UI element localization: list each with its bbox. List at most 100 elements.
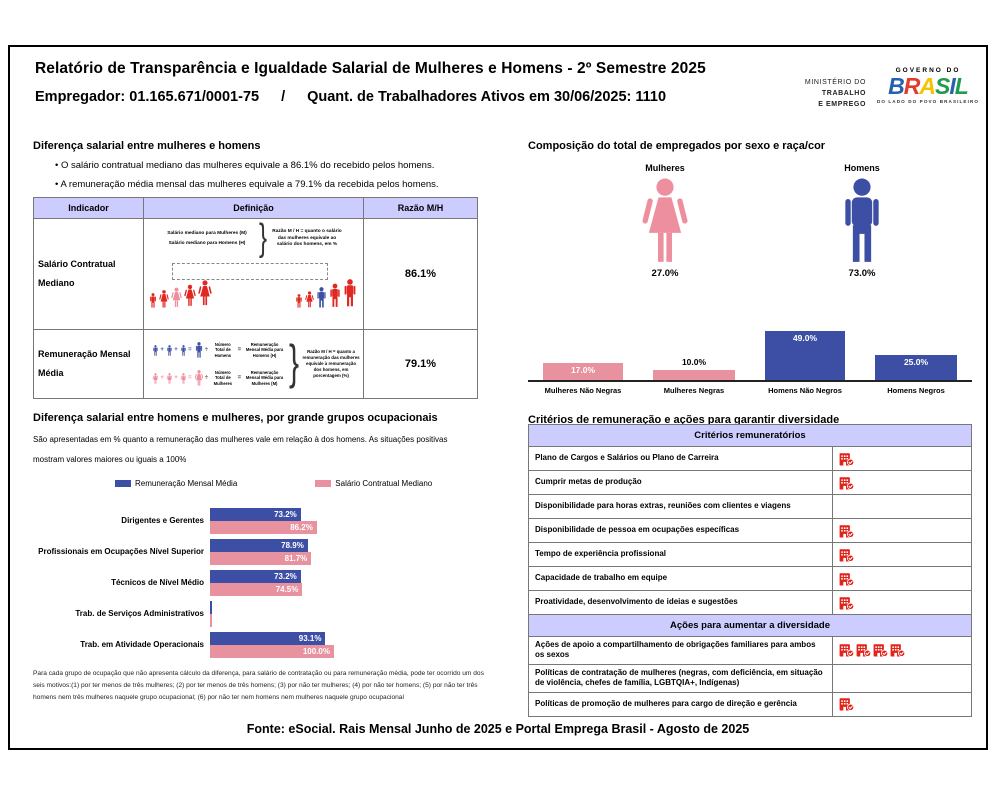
- criteria-row: Capacidade de trabalho em equipe: [529, 567, 971, 591]
- section-title-occupational: Diferença salarial entre homens e mulher…: [33, 412, 438, 424]
- bar-remuneracao: 73.2%: [210, 569, 301, 583]
- col-header-razao: Razão M/H: [397, 203, 444, 213]
- person-icon: [195, 342, 202, 358]
- bar-value-label: 10.0%: [681, 357, 707, 367]
- woman-icon: [641, 178, 689, 262]
- criteria-section-header: Ações para aumentar a diversidade: [529, 615, 971, 637]
- ministry-line: TRABALHO: [821, 90, 866, 97]
- occupation-label: Dirigentes e Gerentes: [121, 515, 204, 525]
- formula-line-man: + + = ÷ Número Total de Homens = Remuneração M…: [144, 336, 286, 364]
- person-icon: [152, 372, 159, 384]
- page-title: Relatório de Transparência e Igualdade S…: [35, 60, 706, 77]
- indicator-name: Remuneração Mensal Média: [34, 330, 144, 398]
- criteria-icons-cell: [833, 693, 971, 716]
- occupation-label: Técnicos de Nível Médio: [111, 577, 204, 587]
- occupation-label: Trab. em Atividade Operacionais: [80, 639, 204, 649]
- composition-bar: 17.0%: [543, 363, 623, 380]
- bar-remuneracao: 93.1%: [210, 631, 326, 645]
- occupation-row: Trab. em Atividade Operacionais 93.1% 100.…: [33, 629, 485, 660]
- occupational-subtitle-line: São apresentadas em % quanto a remuneraç…: [33, 435, 448, 444]
- female-pictogram-label: Mulheres: [645, 163, 685, 173]
- bar-value-label: 49.0%: [792, 333, 818, 343]
- criteria-label: Políticas de promoção de mulheres para c…: [529, 692, 833, 716]
- operator-glyph: =: [188, 347, 192, 353]
- race-composition-bar-chart: 17.0% Mulheres Não Negras 10.0% Mulheres Ne…: [528, 327, 972, 427]
- operator-glyph: +: [160, 347, 164, 353]
- ministry-logo: MINISTÉRIO DO TRABALHO E EMPREGO: [758, 77, 866, 110]
- man-icon: [845, 178, 879, 262]
- brasil-letter: L: [954, 73, 969, 99]
- criteria-icons-cell: [833, 591, 971, 614]
- indicator-table-header: Indicador Definição Razão M/H: [34, 198, 477, 219]
- bar-value-label: 78.9%: [281, 540, 304, 550]
- criteria-icons-cell: [833, 567, 971, 590]
- legend-label: Remuneração Mensal Média: [135, 479, 238, 488]
- person-icon: [184, 284, 196, 306]
- criteria-icons-cell: [833, 447, 971, 470]
- composition-bar: 25.0%: [875, 355, 957, 380]
- composition-category-label: Mulheres Não Negras: [544, 386, 622, 395]
- operator-glyph: ÷: [204, 347, 209, 353]
- bullet-mean-salary: A remuneração média mensal das mulheres …: [55, 179, 438, 190]
- women-group-figures: [149, 278, 212, 308]
- ministry-line: E EMPREGO: [818, 101, 866, 108]
- criteria-row: Proatividade, desenvolvimento de ideias …: [529, 591, 971, 615]
- criteria-section-header: Critérios remuneratórios: [529, 425, 971, 447]
- bar-value-label: 73.2%: [274, 571, 297, 581]
- table-row: Salário Contratual Mediano Salário media…: [34, 217, 477, 330]
- person-icon: [344, 279, 356, 307]
- female-percentage: 27.0%: [651, 268, 679, 279]
- occupational-subtitle-line: mostram valores maiores ou iguais a 100%: [33, 455, 187, 464]
- formula-line-woman: + + = ÷ Número Total de Mulheres = Remuneração…: [144, 364, 286, 392]
- active-workers-count: Quant. de Trabalhadores Ativos em 30/06/…: [307, 89, 667, 105]
- gov-logo-top-text: GOVERNO DO: [895, 67, 961, 74]
- divisor-label: Número Total de Mulheres: [213, 370, 233, 386]
- indicator-name: Salário Contratual Mediano: [34, 219, 144, 329]
- company-check-icon: [839, 643, 854, 657]
- criteria-row: Tempo de experiência profissional: [529, 543, 971, 567]
- person-icon: [153, 344, 158, 356]
- occupation-row: Técnicos de Nível Médio 73.2% 74.5%: [33, 567, 485, 598]
- bullet-median-salary: O salário contratual mediano das mulhere…: [55, 160, 434, 171]
- company-check-icon: [839, 596, 854, 610]
- person-icon: [198, 280, 212, 306]
- person-icon: [167, 344, 172, 356]
- brasil-letter: R: [903, 73, 921, 99]
- occupation-bars: 73.2% 74.5%: [210, 567, 485, 598]
- criteria-label: Ações de apoio a compartilhamento de obr…: [529, 637, 833, 664]
- bar-value-label: 81.7%: [284, 553, 308, 563]
- brasil-letter: I: [949, 73, 955, 99]
- operator-glyph: +: [174, 375, 178, 381]
- person-icon: [166, 372, 173, 384]
- operator-glyph: +: [160, 375, 164, 381]
- criteria-table: Critérios remuneratórios Plano de Cargos …: [528, 424, 972, 717]
- criteria-icons-cell: [833, 519, 971, 542]
- legend-item: Salário Contratual Mediano: [315, 479, 432, 488]
- gov-logo-tagline: DO LADO DO POVO BRASILEIRO: [876, 99, 980, 104]
- operator-glyph: =: [188, 375, 192, 381]
- company-check-icon: [839, 524, 854, 538]
- operator-glyph: +: [174, 347, 178, 353]
- indicator-table: Indicador Definição Razão M/H Salário Co…: [33, 197, 478, 399]
- criteria-label: Proatividade, desenvolvimento de ideias …: [529, 591, 833, 614]
- person-icon: [194, 370, 203, 386]
- section-title-criteria: Critérios de remuneração e ações para ga…: [528, 414, 840, 426]
- operator-glyph: =: [237, 375, 242, 381]
- male-pictogram-label: Homens: [844, 163, 880, 173]
- bar-value-label: 100.0%: [302, 646, 330, 656]
- occupation-label: Trab. de Serviços Administrativos: [75, 608, 204, 618]
- bar-value-label: 17.0%: [570, 365, 596, 375]
- person-icon: [181, 344, 186, 356]
- criteria-label: Capacidade de trabalho em equipe: [529, 567, 833, 590]
- formula-lines: + + = ÷ Número Total de Homens = Remuneração M…: [144, 336, 286, 392]
- brasil-wordmark: BRASIL: [876, 74, 980, 98]
- bar-remuneracao: [210, 600, 212, 614]
- subtitle-separator: /: [281, 89, 286, 105]
- criteria-row: Políticas de promoção de mulheres para c…: [529, 692, 971, 716]
- section-title-salary-gap: Diferença salarial entre mulheres e home…: [33, 140, 261, 152]
- bar-salario: 74.5%: [210, 582, 303, 596]
- table-row: Remuneração Mensal Média + + = ÷ Número Tota…: [34, 330, 477, 398]
- section-title-composition: Composição do total de empregados por se…: [528, 140, 826, 152]
- definition-note: Razão M / H = quanto a remuneração das m…: [302, 348, 360, 379]
- brasil-letter: S: [935, 73, 950, 99]
